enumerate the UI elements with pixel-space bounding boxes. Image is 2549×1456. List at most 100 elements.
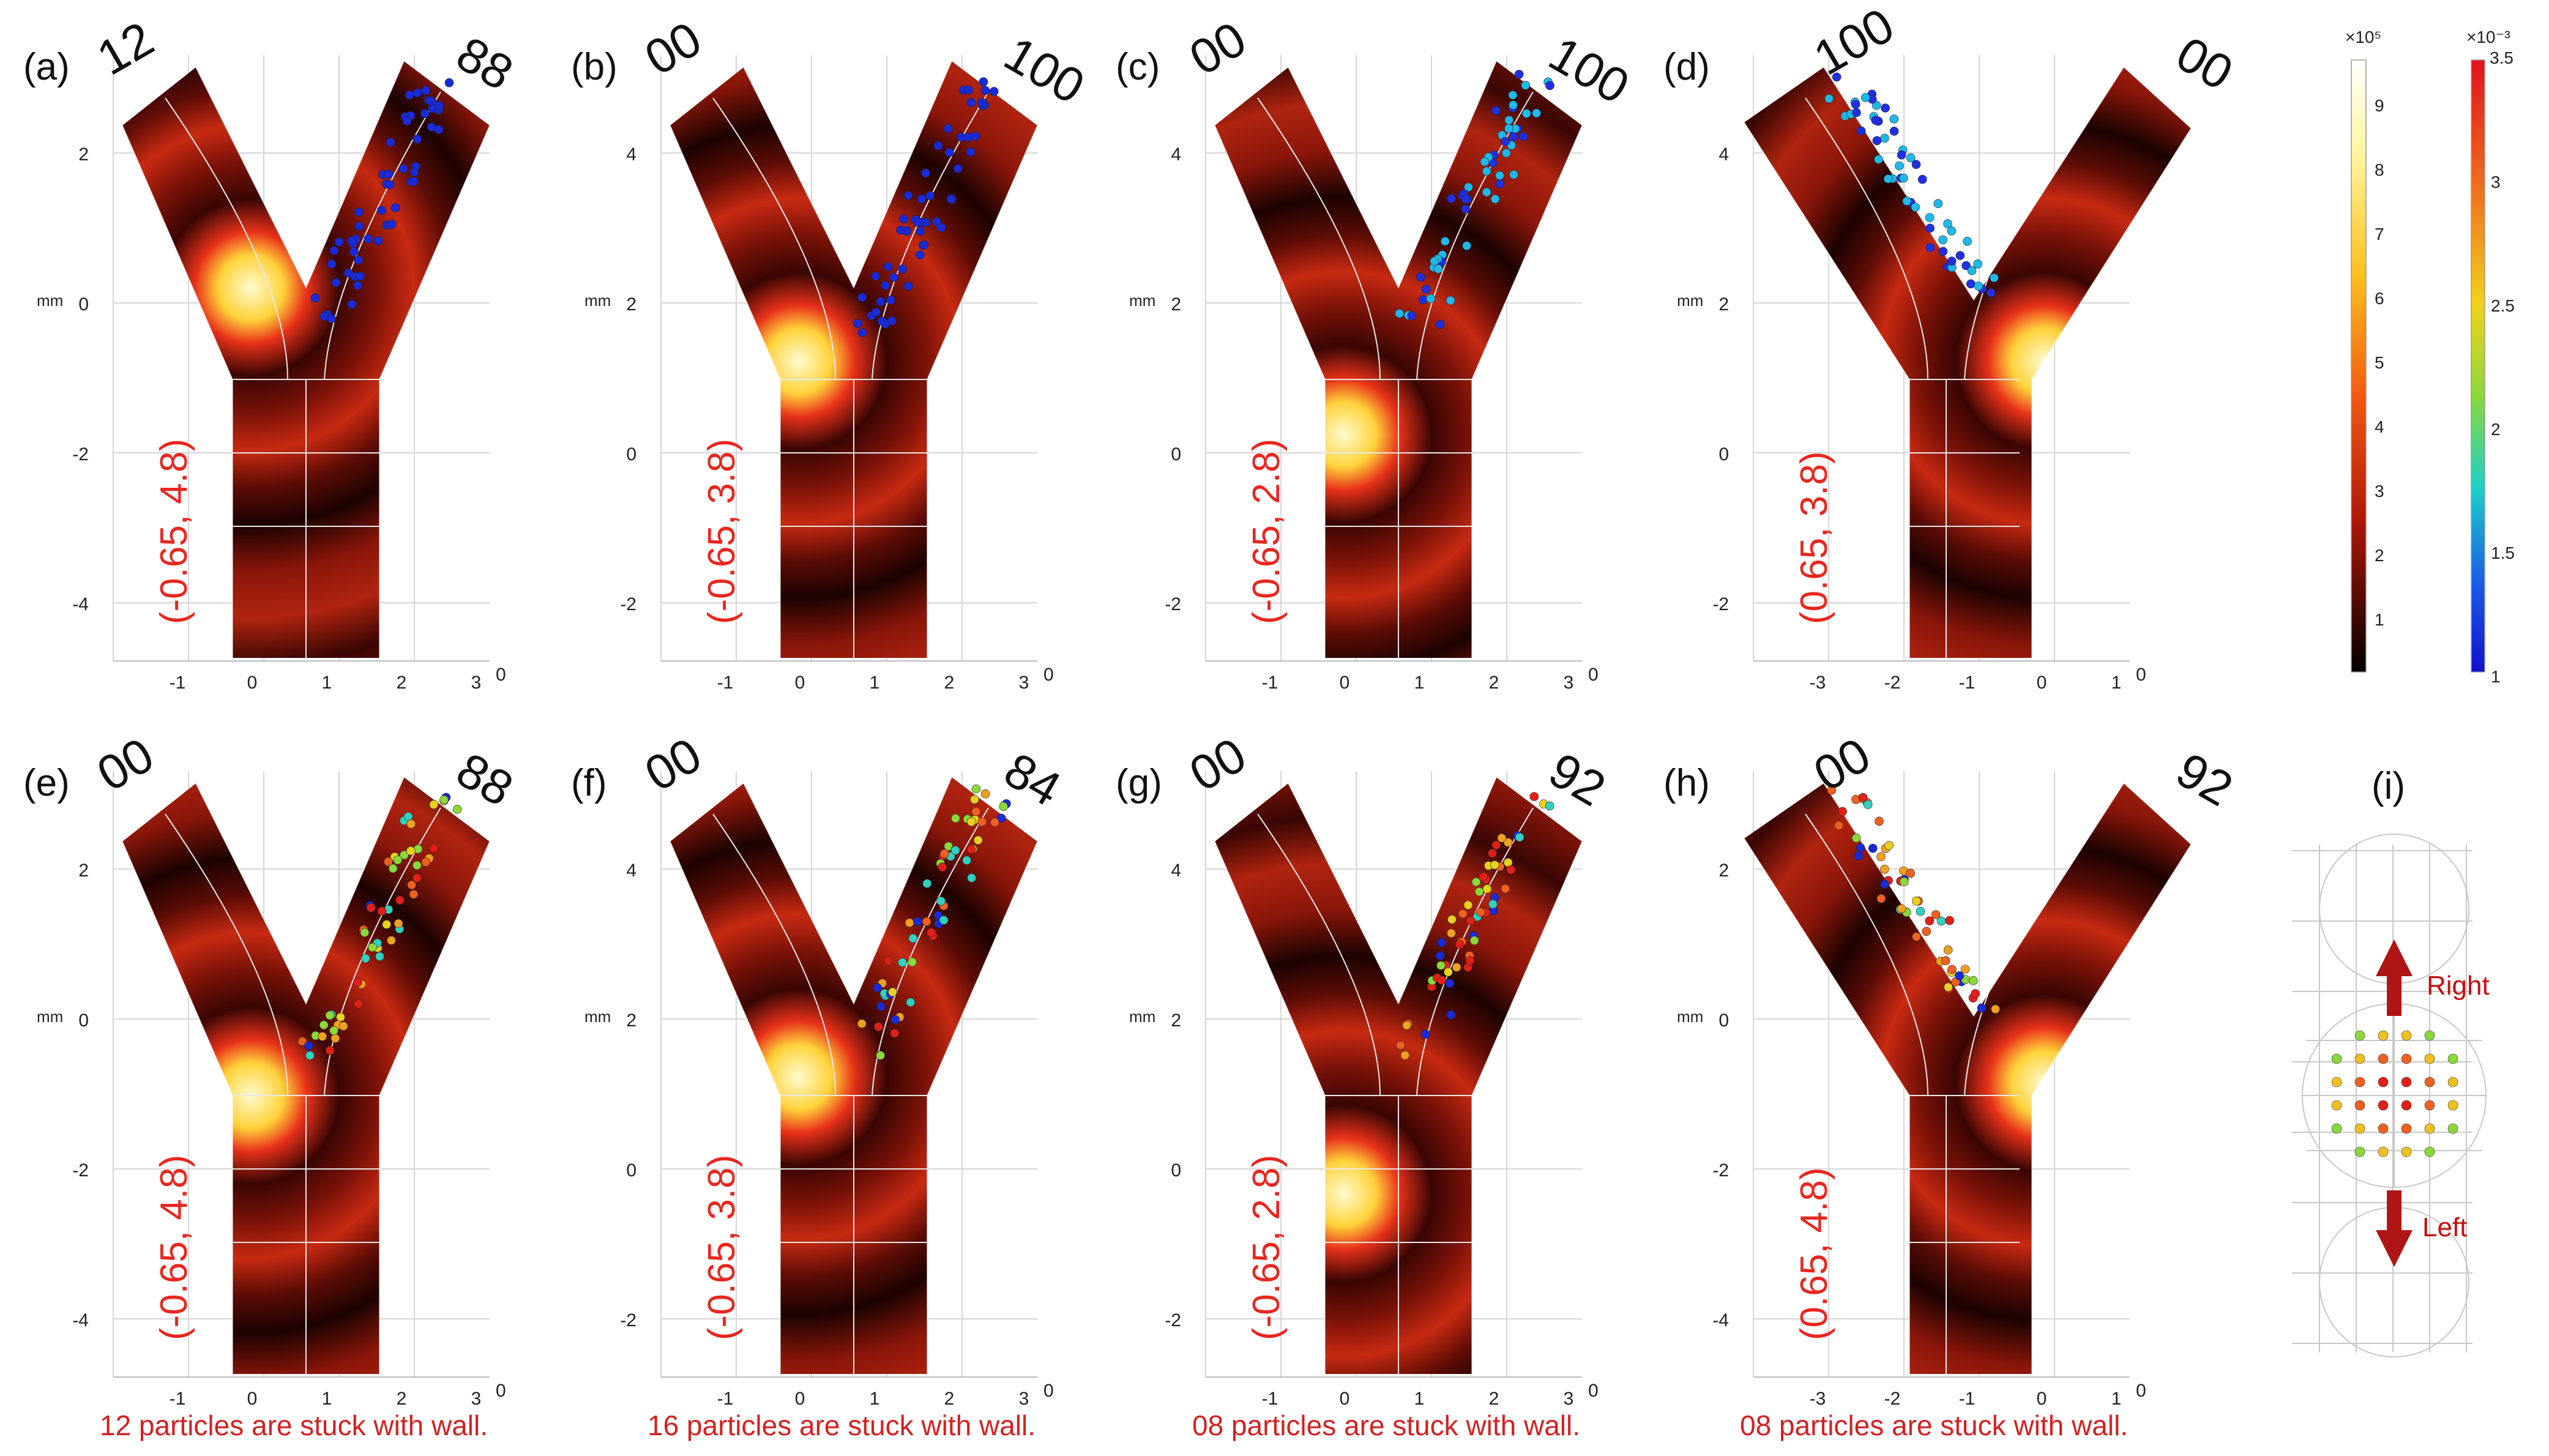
- panel-f-source-coordinate: (-0.65, 3.8): [701, 1155, 743, 1340]
- panel-d-x-end: 0: [2136, 665, 2146, 685]
- panel-d-x-tick: -3: [1810, 673, 1826, 693]
- panel-i-particle: [2424, 1146, 2435, 1157]
- colorbar-particle-tick: 3: [2491, 173, 2501, 192]
- panel-i-particle: [2401, 1100, 2412, 1111]
- panel-g-source-coordinate: (-0.65, 2.8): [1245, 1155, 1288, 1340]
- colorbar-particle: ×10⁻³ 3.5 3 2.5 2 1.5 1: [2466, 28, 2515, 686]
- panel-h: (h) 00 92(0.65, 4.8)20-2-4mm-3 -2 -1 0 1 008 pa…: [1663, 727, 2242, 1441]
- panel-h-particles: [1827, 785, 2000, 1014]
- panel-h-source-coordinate: (0.65, 4.8): [1793, 1167, 1835, 1340]
- panel-b-label: (b): [571, 46, 618, 88]
- panel-i-particle: [2401, 1030, 2412, 1041]
- panel-d-x-tick: -1: [1959, 673, 1976, 693]
- panel-g-x-tick: 1: [1414, 1389, 1425, 1409]
- panel-i-particle: [2401, 1053, 2412, 1064]
- panel-c-y-tick: 0: [1171, 444, 1181, 465]
- panel-b-right-count: 100: [996, 26, 1094, 114]
- panel-g-label: (g): [1116, 762, 1162, 804]
- panel-b-y-tick: 0: [626, 444, 636, 465]
- panel-a-y-tick: 0: [78, 294, 89, 315]
- panel-b-particles: [853, 77, 999, 337]
- panel-b-x-tick: 0: [795, 673, 805, 693]
- panel-h-x-tick: 1: [2111, 1389, 2122, 1409]
- panel-g-y-tick: 2: [1171, 1010, 1181, 1031]
- panel-a-channel-lines: [165, 91, 441, 658]
- colorbar-particle-tick: 2.5: [2491, 296, 2515, 315]
- panel-a-x-tick: 0: [247, 673, 258, 693]
- panel-f-y-tick: 4: [626, 861, 636, 881]
- panel-h-x-tick: -1: [1959, 1389, 1976, 1409]
- panel-i-particle: [2378, 1053, 2389, 1064]
- panel-i-particle: [2447, 1123, 2458, 1134]
- panel-d-particles: [1824, 72, 1999, 297]
- panel-e-caption: 12 particles are stuck with wall.: [100, 1409, 488, 1441]
- colorbar-pressure-tick: 8: [2375, 160, 2384, 179]
- panel-h-x-tick: 0: [2037, 1389, 2047, 1409]
- panel-i-particle: [2378, 1100, 2389, 1111]
- panel-g-x-tick: -1: [1262, 1389, 1278, 1409]
- panel-e-x-tick: 2: [397, 1389, 407, 1409]
- panel-h-unit: mm: [1677, 1007, 1703, 1026]
- panel-e-channel-lines: [165, 807, 441, 1374]
- panel-f-y-tick: 2: [626, 1010, 636, 1031]
- panel-g-pressure-field: [1215, 777, 1582, 1374]
- panel-a-left-count: 12: [88, 11, 163, 86]
- panel-e-y-tick: 0: [78, 1010, 89, 1031]
- panel-i-particle: [2424, 1030, 2435, 1041]
- panel-c-y-tick: 4: [1171, 144, 1181, 165]
- panel-g-channel-lines: [1257, 807, 1534, 1374]
- panel-a-right-count: 88: [448, 26, 523, 101]
- panel-i-particle: [2331, 1053, 2342, 1064]
- panel-a-x-tick: -1: [170, 673, 186, 693]
- panel-f-x-tick: 1: [870, 1389, 880, 1409]
- panel-a-y-tick: -4: [72, 594, 89, 614]
- panel-d-source-coordinate: (0.65, 3.8): [1793, 451, 1835, 624]
- panel-i-particle: [2401, 1123, 2412, 1134]
- colorbar-particle-tick: 2: [2491, 420, 2501, 439]
- panel-f-x-tick: 2: [944, 1389, 955, 1409]
- panel-c-x-tick: 0: [1340, 673, 1350, 693]
- panel-f-x-tick: -1: [717, 1389, 734, 1409]
- panel-h-y-tick: -4: [1712, 1310, 1729, 1331]
- colorbar-pressure-tick: 1: [2375, 610, 2384, 629]
- panel-d-unit: mm: [1677, 291, 1703, 310]
- colorbar-pressure-ticks: 9 8 7 6 5 4 3 2 1: [2375, 96, 2384, 629]
- panel-e-x-tick: 1: [322, 1389, 332, 1409]
- panel-f-y-tick: -2: [620, 1310, 636, 1331]
- colorbar-particle-tick: 1: [2491, 667, 2501, 686]
- panel-c-left-count: 00: [1181, 11, 1255, 86]
- panel-g-y-tick: 4: [1171, 861, 1181, 881]
- panel-a-source-coordinate: (-0.65, 4.8): [153, 439, 195, 624]
- panel-i-particle: [2354, 1123, 2365, 1134]
- panel-a-x-tick: 3: [471, 673, 482, 693]
- panel-h-y-tick: -2: [1712, 1160, 1729, 1181]
- panel-a-unit: mm: [37, 291, 63, 310]
- panel-e-label: (e): [23, 762, 70, 804]
- colorbar-particle-tick: 1.5: [2491, 543, 2515, 562]
- panel-b-left-count: 00: [636, 11, 711, 86]
- panel-i-particle: [2378, 1146, 2389, 1157]
- panel-e-x-tick: 3: [471, 1389, 482, 1409]
- panel-e-y-tick: 2: [78, 861, 89, 881]
- panel-f-label: (f): [571, 762, 607, 804]
- panel-f-particles: [857, 784, 1011, 1060]
- panel-f-pressure-field: [670, 777, 1037, 1374]
- panel-i-particle: [2424, 1053, 2435, 1064]
- colorbar-pressure-tick: 5: [2375, 353, 2384, 372]
- arrow-right-label: Right: [2427, 971, 2490, 1001]
- panel-a-particles: [310, 78, 454, 324]
- panel-c-pressure-field: [1215, 61, 1582, 658]
- panel-i-particle: [2354, 1100, 2365, 1111]
- panel-a-x-tick: 2: [397, 673, 407, 693]
- panel-d-label: (d): [1663, 46, 1710, 88]
- panel-e-y-tick: -4: [72, 1310, 89, 1331]
- panel-g-unit: mm: [1129, 1007, 1155, 1026]
- panel-b-unit: mm: [584, 291, 611, 310]
- panel-a-y-tick: -2: [72, 444, 89, 465]
- panel-c-right-count: 100: [1540, 26, 1638, 114]
- panel-i-particle: [2378, 1077, 2389, 1088]
- panel-i-particle: [2354, 1077, 2365, 1088]
- panel-f-caption: 16 particles are stuck with wall.: [648, 1409, 1036, 1441]
- panel-i-particle: [2378, 1123, 2389, 1134]
